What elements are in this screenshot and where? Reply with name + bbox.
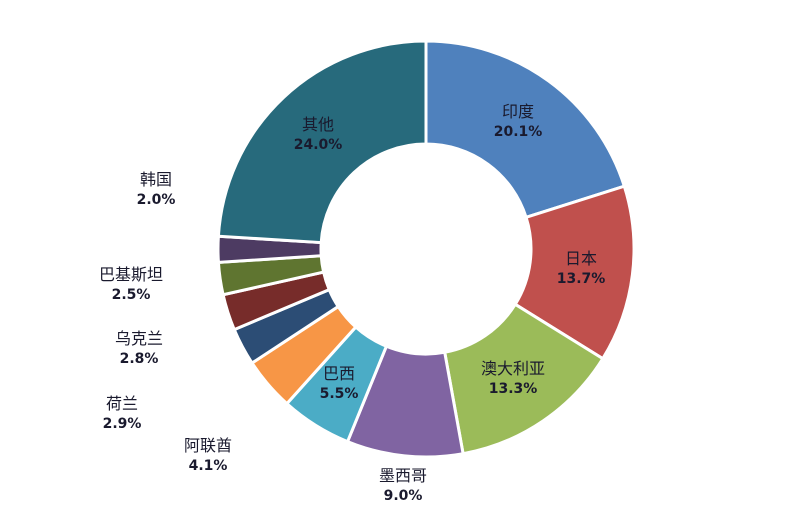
slice-label-name: 韩国: [139, 169, 173, 189]
slice-label: 澳大利亚 13.3%: [481, 358, 545, 398]
slice-label-percent: 4.1%: [188, 457, 228, 474]
slice-label: 印度 20.1%: [494, 101, 543, 141]
slice-label-percent: 2.8%: [119, 350, 159, 367]
slice-label-percent: 13.3%: [488, 380, 538, 397]
slice-label: 荷兰 2.9%: [103, 393, 142, 433]
slice-label-name: 其他: [301, 114, 335, 134]
slice-label-name: 巴基斯坦: [98, 264, 164, 284]
slice-label: 巴西 5.5%: [320, 363, 359, 403]
slice-label-name: 日本: [564, 248, 598, 268]
slice-label-percent: 20.1%: [493, 123, 543, 140]
slice-label-name: 阿联酋: [183, 435, 233, 455]
slice-label-name: 澳大利亚: [480, 358, 546, 378]
slice-label-percent: 9.0%: [383, 487, 423, 504]
slice-label-percent: 2.9%: [102, 415, 142, 432]
slice-label-name: 印度: [501, 101, 535, 121]
slice-label-name: 荷兰: [105, 393, 139, 413]
slice-10: [216, 39, 428, 245]
slice-label: 日本 13.7%: [557, 248, 606, 288]
slice-label: 韩国 2.0%: [137, 169, 176, 209]
slice-label-name: 乌克兰: [114, 328, 164, 348]
slice-label-percent: 2.5%: [111, 286, 151, 303]
slice-label: 乌克兰 2.8%: [115, 328, 163, 368]
slice-label-name: 巴西: [322, 363, 356, 383]
slice-label: 阿联酋 4.1%: [184, 435, 232, 475]
slice-label: 墨西哥 9.0%: [379, 465, 427, 505]
slice-label-percent: 13.7%: [556, 270, 606, 287]
slice-label: 巴基斯坦 2.5%: [99, 264, 163, 304]
slice-label: 其他 24.0%: [294, 114, 343, 154]
slice-0: [424, 39, 627, 220]
slice-label-name: 墨西哥: [378, 465, 428, 485]
slice-label-percent: 5.5%: [319, 385, 359, 402]
slice-label-percent: 24.0%: [293, 136, 343, 153]
slice-label-percent: 2.0%: [136, 191, 176, 208]
